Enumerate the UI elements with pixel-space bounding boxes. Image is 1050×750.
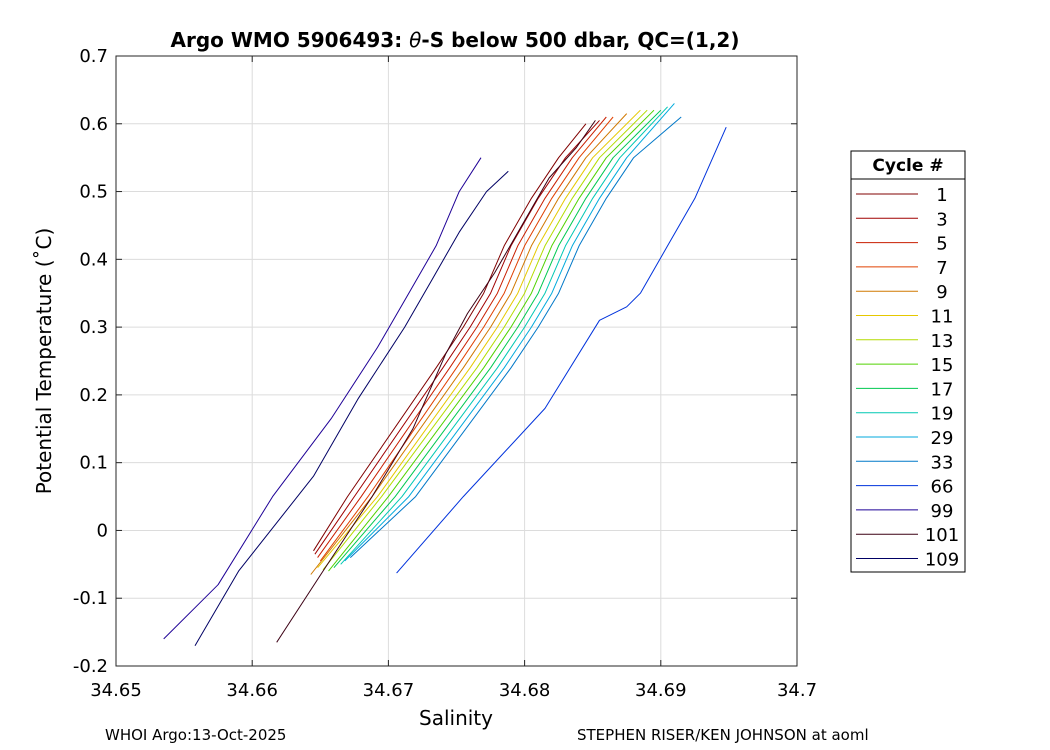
- grid-lines: [116, 56, 797, 666]
- series-line-cycle-19: [340, 106, 668, 565]
- y-tick-label: 0.7: [79, 46, 108, 67]
- series-line-cycle-9: [310, 113, 628, 575]
- legend-label-cycle-11: 11: [931, 307, 954, 328]
- series-line-cycle-29: [344, 103, 675, 562]
- legend-label-cycle-13: 13: [931, 331, 954, 352]
- y-axis-label: Potential Temperature (˚C): [32, 228, 56, 495]
- y-tick-label: 0.3: [79, 317, 108, 338]
- series-line-cycle-13: [322, 109, 648, 571]
- y-tick-label: -0.1: [73, 588, 108, 609]
- series-line-cycle-101: [276, 120, 596, 643]
- x-tick-label: 34.7: [777, 680, 817, 701]
- y-tick-label: 0.2: [79, 385, 108, 406]
- chart-title: Argo WMO 5906493: θ-S below 500 dbar, QC…: [171, 28, 740, 52]
- legend-label-cycle-19: 19: [931, 404, 954, 425]
- series-line-cycle-15: [328, 109, 655, 572]
- plot-frame: [115, 55, 798, 667]
- series-line-cycle-1: [313, 123, 587, 552]
- y-tick-label: 0.1: [79, 453, 108, 474]
- legend-label-cycle-101: 101: [925, 525, 959, 546]
- series-line-cycle-11: [317, 109, 641, 569]
- legend-box: [850, 150, 966, 573]
- y-tick-label: 0.4: [79, 249, 108, 270]
- axis-ticks: 34.65 34.66 34.67 34.68 34.69 34.7 -0.2 -0.1 0 0.…: [73, 46, 817, 701]
- legend-label-cycle-66: 66: [931, 477, 954, 498]
- legend-label-cycle-17: 17: [931, 379, 954, 400]
- footer-right: STEPHEN RISER/KEN JOHNSON at aoml: [577, 726, 869, 744]
- y-tick-label: 0.5: [79, 182, 108, 203]
- x-tick-label: 34.67: [363, 680, 415, 701]
- y-tick-label: 0: [97, 520, 108, 541]
- series-line-cycle-109: [194, 170, 509, 646]
- legend-label-cycle-1: 1: [936, 185, 947, 206]
- plot-area: [116, 56, 797, 666]
- legend-title: Cycle #: [872, 156, 943, 176]
- series-line-cycle-3: [314, 120, 600, 555]
- series-line-cycle-99: [163, 157, 482, 640]
- legend-label-cycle-3: 3: [936, 209, 947, 230]
- series-line-cycle-66: [396, 126, 727, 574]
- x-tick-label: 34.66: [226, 680, 278, 701]
- x-tick-label: 34.68: [499, 680, 551, 701]
- legend-label-cycle-33: 33: [931, 452, 954, 473]
- x-axis-label: Salinity: [419, 706, 493, 730]
- legend-label-cycle-15: 15: [931, 355, 954, 376]
- legend-label-cycle-5: 5: [936, 234, 947, 255]
- y-tick-label: 0.6: [79, 114, 108, 135]
- y-tick-label: -0.2: [73, 656, 108, 677]
- series-line-cycle-17: [333, 109, 662, 569]
- legend-label-cycle-7: 7: [936, 258, 947, 279]
- series-line-cycle-33: [349, 116, 682, 558]
- x-tick-label: 34.65: [90, 680, 142, 701]
- series-group: [163, 103, 727, 646]
- legend-label-cycle-109: 109: [925, 550, 959, 571]
- series-line-cycle-5: [317, 116, 607, 558]
- legend-label-cycle-9: 9: [936, 282, 947, 303]
- x-tick-label: 34.69: [635, 680, 687, 701]
- legend-label-cycle-99: 99: [931, 501, 954, 522]
- legend-label-cycle-29: 29: [931, 428, 954, 449]
- footer-left: WHOI Argo:13-Oct-2025: [105, 726, 286, 744]
